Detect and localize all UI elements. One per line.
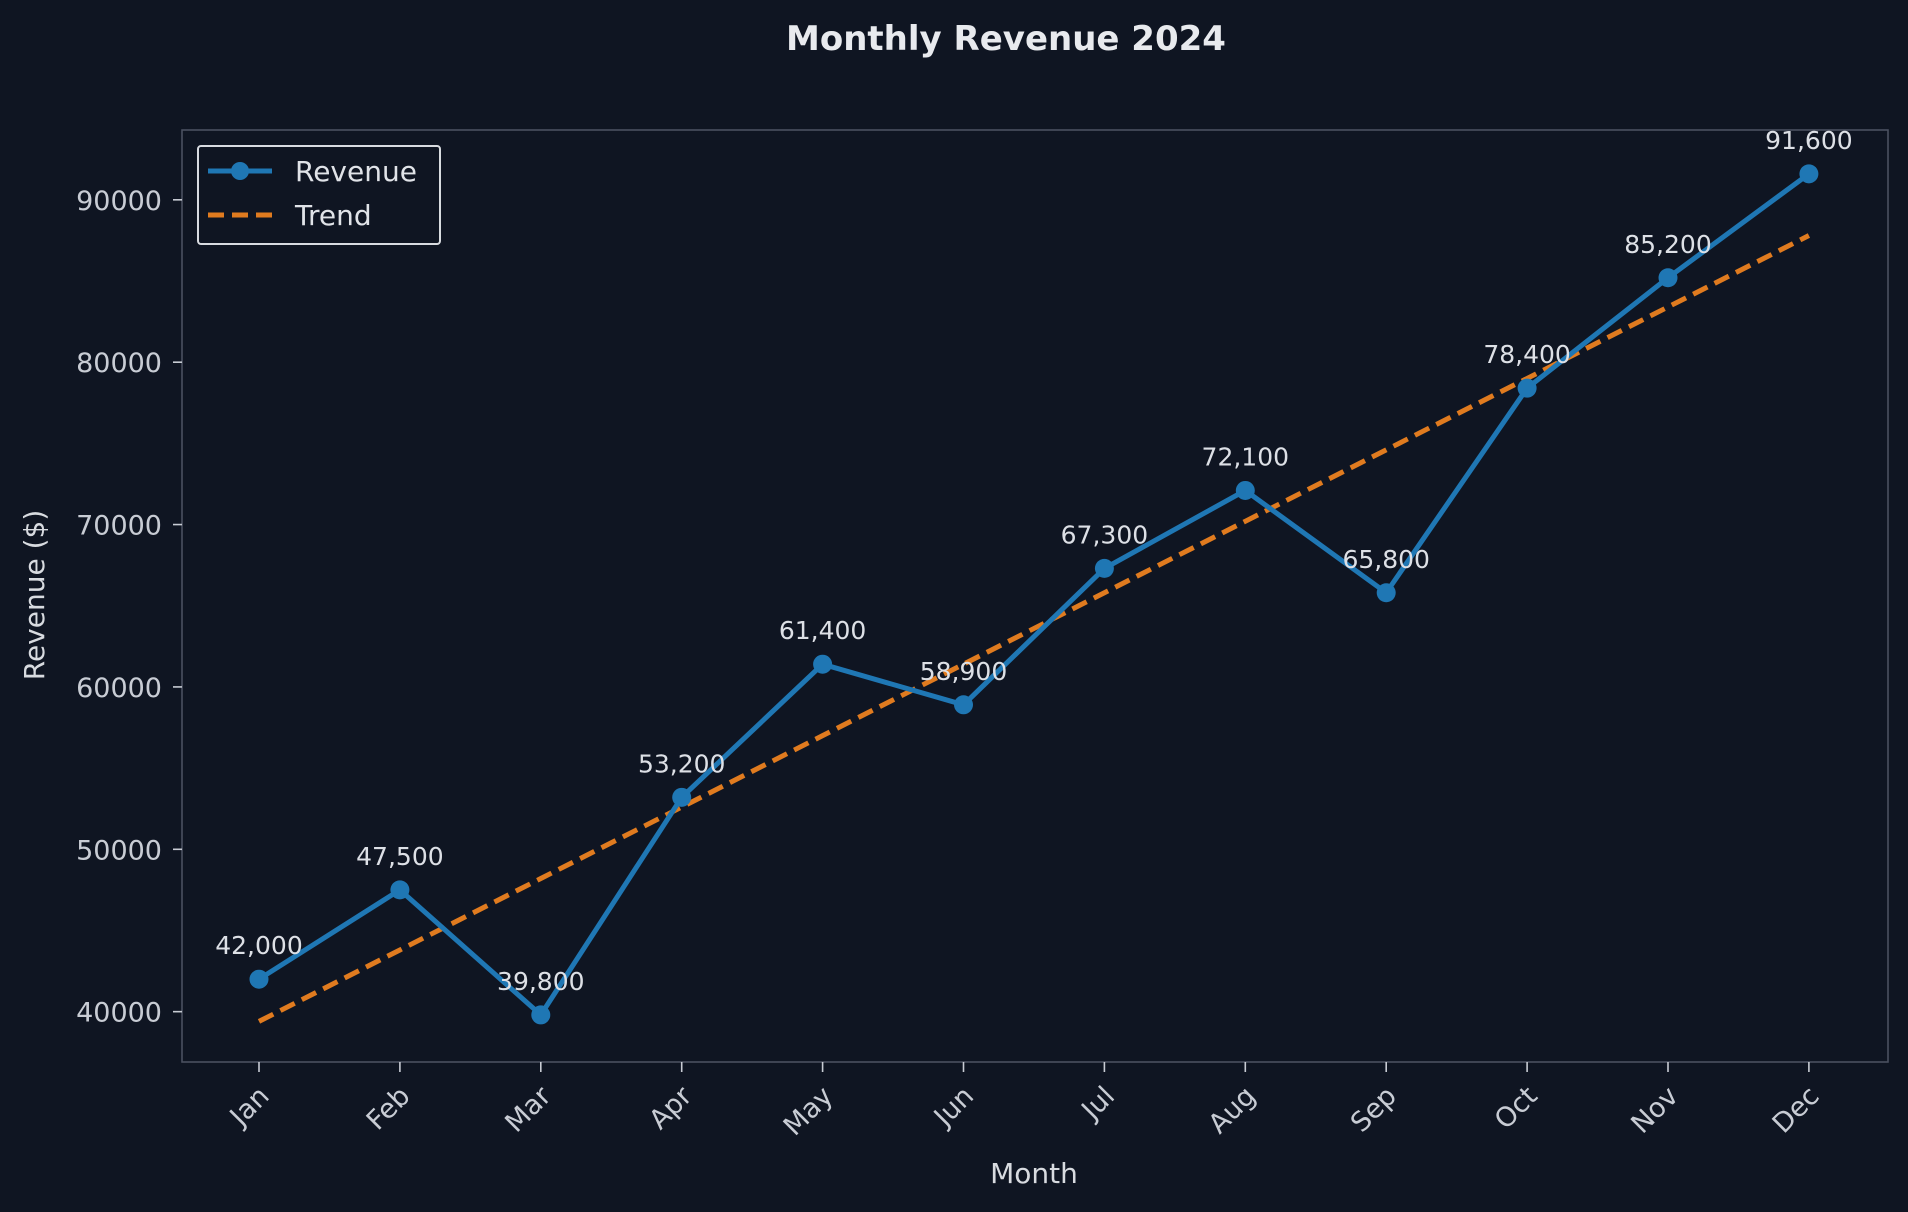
legend-revenue-marker (231, 162, 249, 180)
x-tick-label-dec: Dec (1767, 1081, 1826, 1140)
chart-title: Monthly Revenue 2024 (786, 19, 1226, 59)
x-tick-label-nov: Nov (1625, 1081, 1684, 1140)
data-label-aug: 72,100 (1202, 442, 1289, 471)
x-tick-label-aug: Aug (1203, 1081, 1262, 1140)
revenue-point-jun (954, 695, 973, 715)
data-label-apr: 53,200 (638, 749, 725, 778)
legend: Revenue Trend (197, 145, 441, 245)
legend-label-trend: Trend (294, 199, 372, 232)
legend-label-revenue: Revenue (295, 155, 417, 188)
revenue-point-aug (1235, 480, 1255, 500)
data-label-may: 61,400 (779, 616, 866, 645)
y-tick-label-60000: 60000 (76, 673, 162, 704)
y-tick-label-90000: 90000 (76, 186, 162, 217)
revenue-point-oct (1517, 378, 1537, 398)
data-labels: 42,000 47,500 39,800 53,200 61,400 58,900 67,3… (215, 126, 1852, 996)
revenue-point-nov (1658, 268, 1678, 288)
plot-frame (181, 129, 1889, 1063)
data-label-jul: 67,300 (1061, 520, 1148, 549)
revenue-point-jan (249, 969, 269, 989)
revenue-point-mar (531, 1005, 551, 1025)
data-label-mar: 39,800 (497, 967, 584, 996)
data-label-jun: 58,900 (920, 657, 1007, 686)
x-tick-label-sep: Sep (1345, 1081, 1403, 1139)
x-tick-label-apr: Apr (643, 1080, 699, 1136)
y-tick-label-50000: 50000 (76, 835, 162, 866)
revenue-point-may (813, 654, 833, 674)
trend-line (257, 233, 1811, 1024)
y-tick-label-40000: 40000 (76, 998, 162, 1029)
revenue-point-sep (1376, 583, 1396, 603)
data-label-jan: 42,000 (215, 931, 302, 960)
revenue-line (257, 171, 1811, 1018)
y-tick-label-70000: 70000 (76, 511, 162, 542)
revenue-series (249, 164, 1819, 1025)
x-tick-label-oct: Oct (1489, 1081, 1544, 1136)
revenue-point-feb (390, 880, 410, 900)
x-tick-label-jul: Jul (1075, 1081, 1121, 1127)
data-label-oct: 78,400 (1483, 340, 1570, 369)
data-label-dec: 91,600 (1765, 126, 1852, 155)
trend-series (257, 233, 1811, 1024)
data-label-feb: 47,500 (356, 842, 443, 871)
revenue-point-apr (672, 787, 692, 807)
x-tick-label-feb: Feb (361, 1081, 417, 1137)
revenue-point-jul (1094, 558, 1114, 578)
x-tick-label-jan: Jan (223, 1081, 276, 1134)
x-tick-label-mar: Mar (499, 1080, 558, 1139)
revenue-point-dec (1799, 164, 1819, 184)
data-label-nov: 85,200 (1624, 230, 1711, 259)
y-tick-label-80000: 80000 (76, 348, 162, 379)
x-axis-title: Month (990, 1157, 1078, 1190)
x-tick-label-jun: Jun (927, 1081, 980, 1134)
data-label-sep: 65,800 (1342, 545, 1429, 574)
x-tick-label-may: May (778, 1081, 839, 1142)
axes: 40000 50000 60000 70000 80000 90000 Jan Feb Mar A… (76, 129, 1889, 1142)
y-axis-title: Revenue ($) (18, 510, 51, 681)
